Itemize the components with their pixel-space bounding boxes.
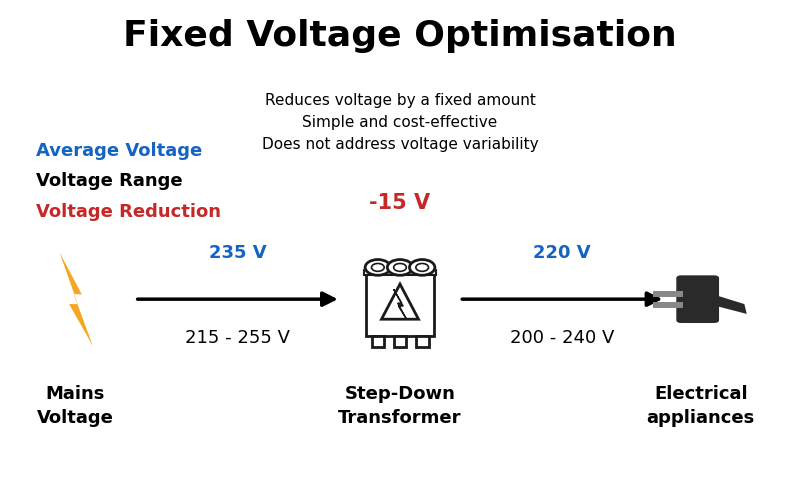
Bar	[366, 272, 434, 336]
Text: Voltage Range: Voltage Range	[36, 172, 182, 190]
Circle shape	[387, 260, 413, 276]
Bar	[371, 336, 384, 347]
Bar	[364, 270, 436, 274]
Text: 220 V: 220 V	[534, 244, 591, 262]
Bar	[416, 336, 429, 347]
Circle shape	[410, 260, 435, 276]
Text: 200 - 240 V: 200 - 240 V	[510, 328, 614, 346]
Text: Step-Down
Transformer: Step-Down Transformer	[338, 385, 462, 427]
Text: Average Voltage: Average Voltage	[36, 142, 202, 160]
Text: Fixed Voltage Optimisation: Fixed Voltage Optimisation	[123, 19, 677, 53]
Text: Mains
Voltage: Mains Voltage	[37, 385, 114, 427]
Bar	[654, 302, 683, 308]
Polygon shape	[709, 294, 746, 314]
Text: Reduces voltage by a fixed amount
Simple and cost-effective
Does not address vol: Reduces voltage by a fixed amount Simple…	[262, 92, 538, 152]
Text: 215 - 255 V: 215 - 255 V	[186, 328, 290, 346]
FancyBboxPatch shape	[676, 276, 719, 323]
Text: -15 V: -15 V	[370, 193, 430, 213]
Polygon shape	[59, 252, 93, 346]
Polygon shape	[394, 290, 406, 319]
Circle shape	[371, 264, 384, 272]
Text: Voltage Reduction: Voltage Reduction	[36, 203, 221, 221]
Bar	[654, 291, 683, 296]
Bar	[394, 336, 406, 347]
Circle shape	[416, 264, 429, 272]
Text: 235 V: 235 V	[209, 244, 266, 262]
Circle shape	[394, 264, 406, 272]
Circle shape	[365, 260, 390, 276]
Text: Electrical
appliances: Electrical appliances	[646, 385, 755, 427]
Polygon shape	[382, 284, 418, 319]
